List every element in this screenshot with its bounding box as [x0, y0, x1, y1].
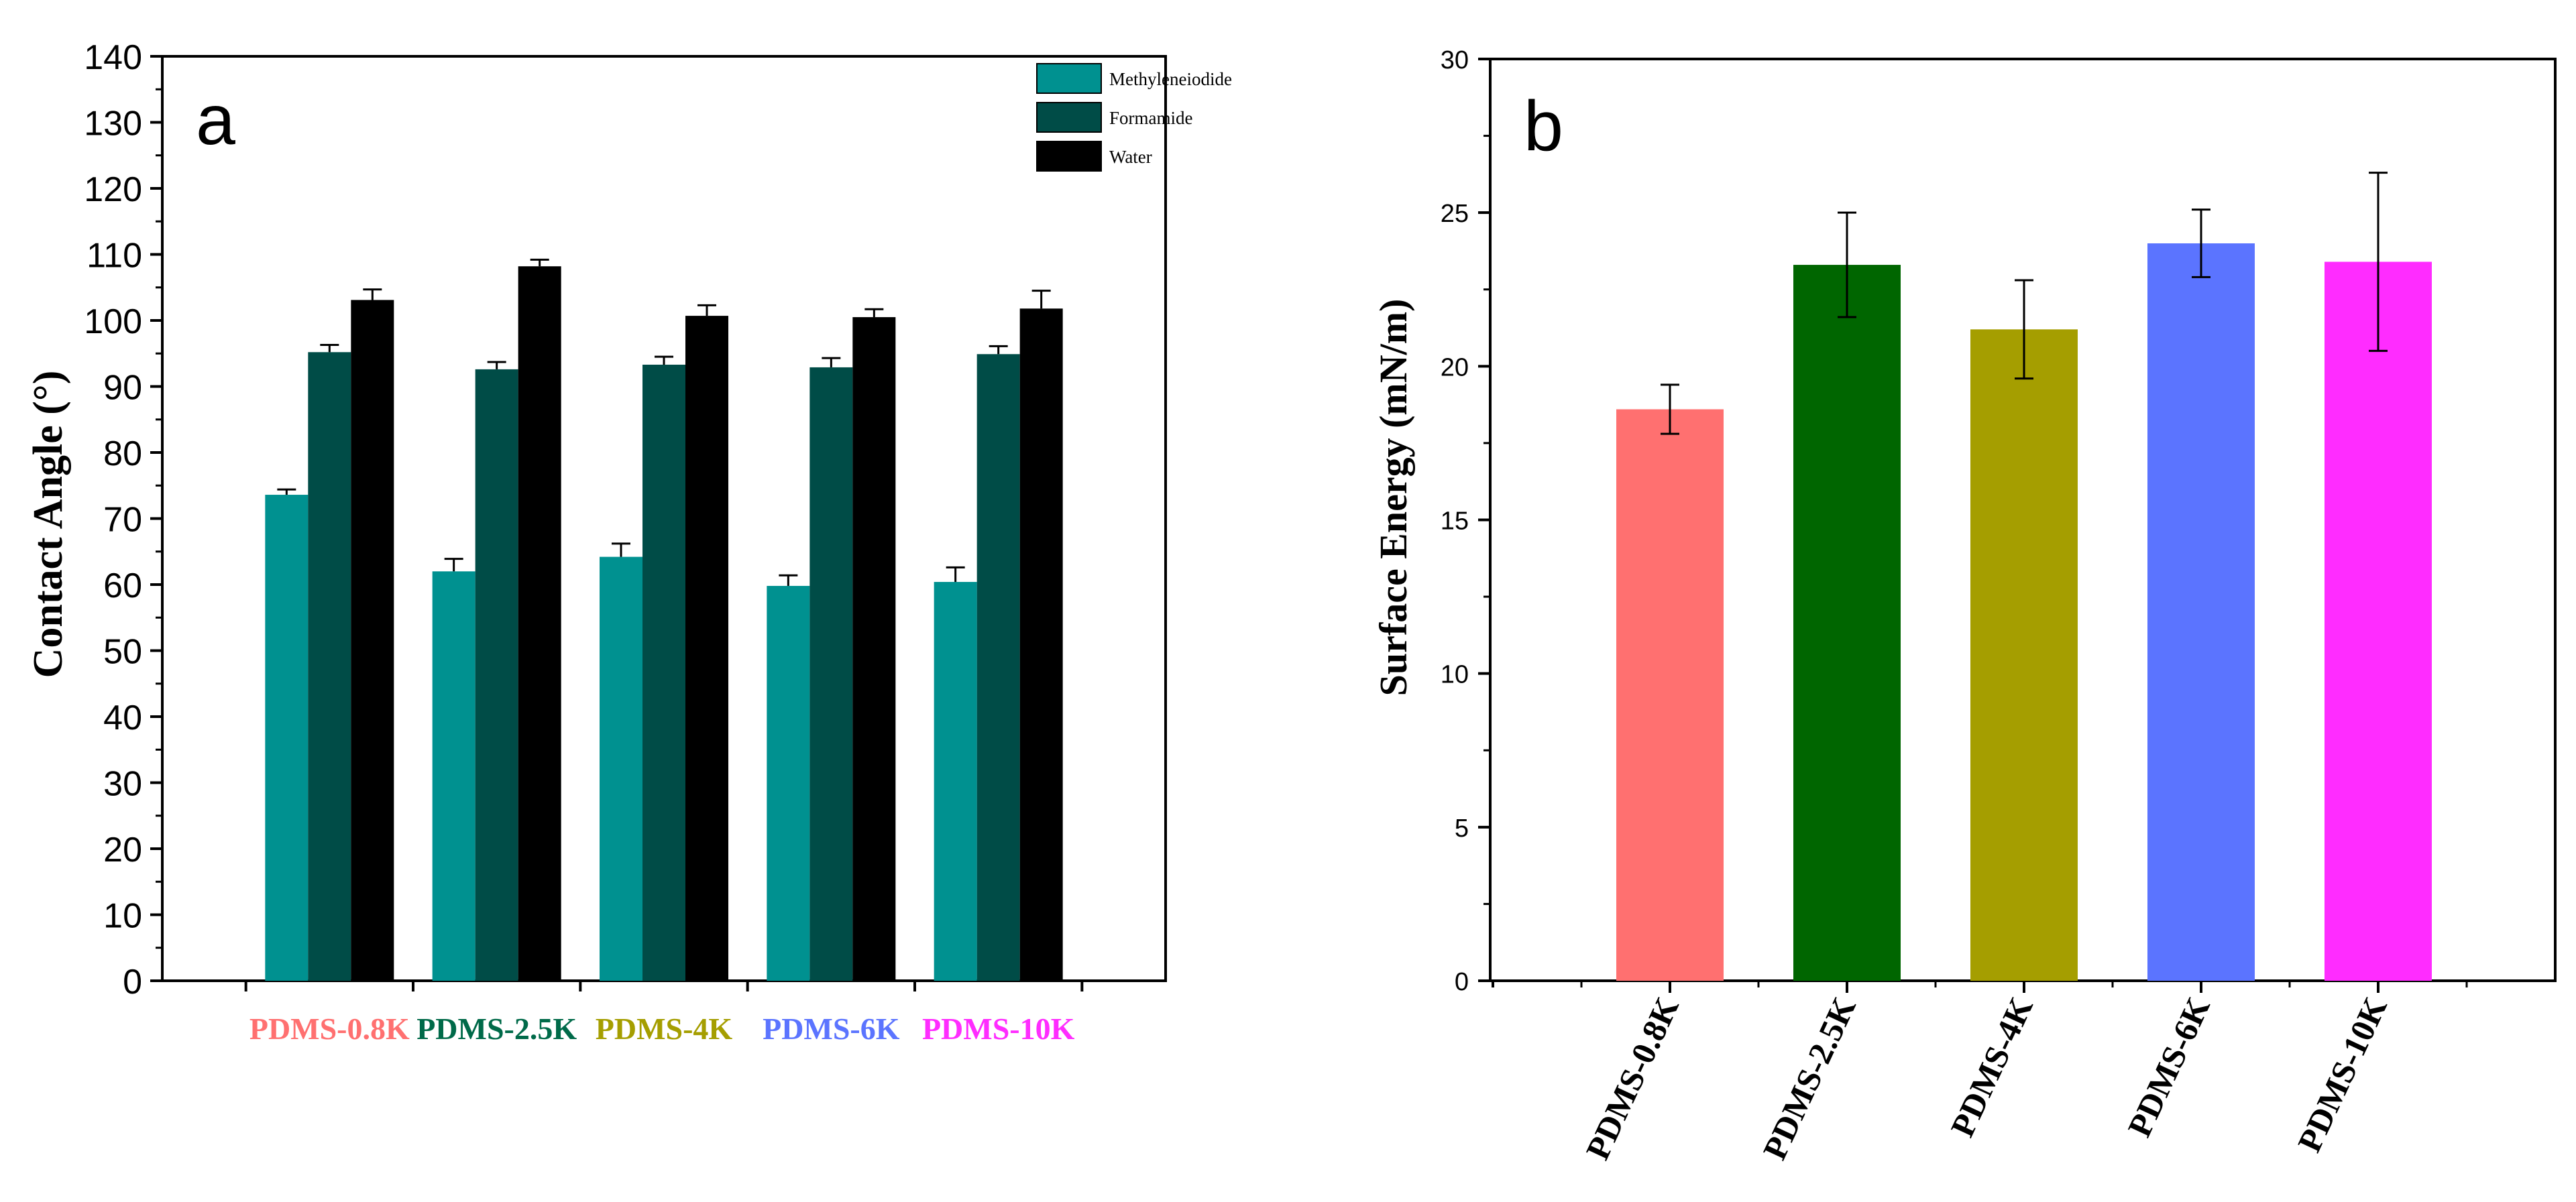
x-category-label: PDMS-10K [922, 1012, 1075, 1046]
y-tick-label: 120 [84, 170, 142, 209]
y-tick-label: 30 [1441, 46, 1469, 74]
y-tick-label: 140 [84, 38, 142, 77]
x-category-label: PDMS-2.5K [1755, 991, 1863, 1165]
bar-water [852, 317, 896, 981]
y-tick-label: 130 [84, 105, 142, 143]
panel-a-label: a [196, 80, 235, 160]
bar-water [351, 300, 394, 981]
panel-a-y-axis-label: Contact Angle (°) [25, 371, 71, 678]
bar-formamide [642, 364, 685, 981]
legend-swatch-water [1036, 141, 1102, 172]
bar-methyleneiodide [265, 495, 309, 981]
bar-formamide [809, 367, 853, 981]
bar-pdms-2.5k [1793, 265, 1901, 981]
y-tick-label: 0 [1455, 968, 1469, 996]
legend-swatch-methyleneiodide [1036, 63, 1102, 94]
bar-pdms-10k [2325, 261, 2432, 981]
y-tick-label: 10 [1441, 661, 1469, 689]
y-tick-label: 90 [103, 369, 142, 408]
x-category-label: PDMS-0.8K [249, 1012, 410, 1046]
y-tick-label: 70 [103, 501, 142, 540]
legend-label: Formamide [1109, 108, 1192, 128]
x-category-label: PDMS-6K [2120, 991, 2217, 1142]
bar-methyleneiodide [934, 582, 977, 981]
panel-a-chart: 0 10 20 30 40 50 60 70 80 90 100 110 120 130 140 PDMS-0… [25, 38, 1232, 1046]
panel-a-bars [265, 258, 1063, 981]
y-tick-label: 25 [1441, 200, 1469, 228]
panel-b-label: b [1524, 86, 1563, 166]
legend-label: Methyleneiodide [1109, 69, 1232, 89]
panel-b-ticks: 0 5 10 15 20 25 30 PDMS-0.8K PDMS-2.5K PDMS-4K PDM… [1441, 46, 2468, 1165]
panel-b-y-axis-label: Surface Energy (mN/m) [1371, 299, 1415, 697]
bar-methyleneiodide [432, 571, 475, 981]
panel-a-legend: Methyleneiodide Formamide Water [1036, 63, 1232, 172]
bar-methyleneiodide [600, 556, 642, 981]
legend-label: Water [1109, 147, 1152, 167]
y-tick-label: 0 [123, 963, 142, 1002]
x-category-label: PDMS-2.5K [416, 1012, 577, 1046]
bar-pdms-4k [1970, 329, 2078, 981]
y-tick-label: 110 [87, 237, 142, 276]
x-category-label: PDMS-4K [596, 1012, 733, 1046]
bar-formamide [976, 354, 1020, 981]
panel-b-chart: 0 5 10 15 20 25 30 PDMS-0.8K PDMS-2.5K PDMS-4K PDM… [1371, 46, 2557, 1165]
y-tick-label: 20 [1441, 353, 1469, 381]
y-tick-label: 50 [103, 633, 142, 672]
bar-pdms-6k [2147, 243, 2255, 981]
x-category-label: PDMS-4K [1943, 991, 2040, 1142]
y-tick-label: 60 [103, 566, 142, 605]
bar-formamide [308, 352, 351, 981]
y-tick-label: 30 [103, 765, 142, 804]
legend-swatch-formamide [1036, 102, 1102, 133]
x-category-label: PDMS-10K [2290, 991, 2394, 1158]
x-category-label: PDMS-6K [763, 1012, 900, 1046]
y-tick-label: 40 [103, 699, 142, 737]
panel-a-ticks: 0 10 20 30 40 50 60 70 80 90 100 110 120 130 140 PDMS-0… [84, 38, 1084, 1046]
y-tick-label: 15 [1441, 507, 1469, 536]
bar-formamide [475, 369, 518, 981]
y-tick-label: 10 [103, 897, 142, 936]
panel-b-bars [1616, 172, 2432, 981]
bar-water [1019, 308, 1063, 981]
x-category-label: PDMS-0.8K [1578, 991, 1686, 1165]
bar-methyleneiodide [767, 585, 810, 981]
y-tick-label: 20 [103, 831, 142, 869]
y-tick-label: 5 [1455, 815, 1469, 843]
bar-pdms-0.8k [1616, 409, 1724, 981]
y-tick-label: 100 [84, 302, 142, 341]
bar-water [518, 266, 561, 981]
y-tick-label: 80 [103, 434, 142, 473]
bar-water [685, 316, 728, 981]
